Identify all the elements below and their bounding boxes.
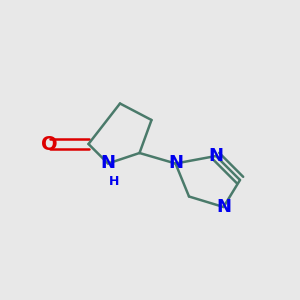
Text: O: O <box>41 134 58 154</box>
Text: N: N <box>168 154 183 172</box>
Text: H: H <box>109 175 119 188</box>
Text: N: N <box>208 147 224 165</box>
Text: N: N <box>100 154 116 172</box>
Text: N: N <box>216 198 231 216</box>
